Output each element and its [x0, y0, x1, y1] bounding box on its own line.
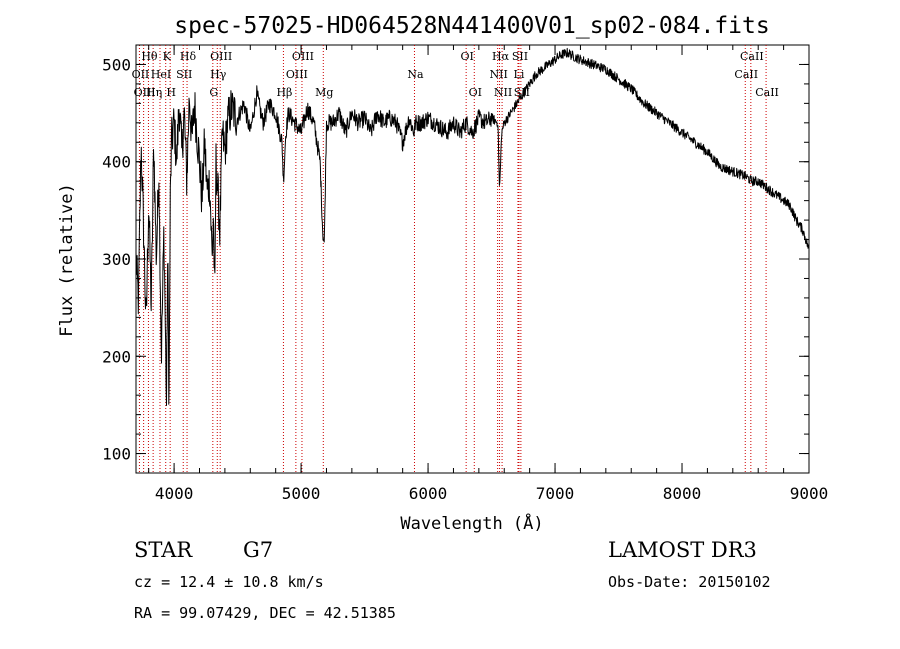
- y-tick-label: 200: [102, 347, 131, 366]
- redshift-text: cz = 12.4 ± 10.8 km/s: [134, 573, 324, 591]
- marker-label: NII: [489, 68, 507, 81]
- marker-label: NII: [494, 86, 512, 99]
- x-tick-label: 4000: [155, 484, 194, 503]
- marker-label: OIII: [210, 50, 232, 63]
- chart-title: spec-57025-HD064528N441400V01_sp02-084.f…: [174, 13, 769, 39]
- obs-date: Obs-Date: 20150102: [608, 573, 771, 591]
- x-tick-label: 7000: [536, 484, 575, 503]
- marker-label: SII: [512, 50, 528, 63]
- marker-label: Hγ: [210, 68, 227, 81]
- y-tick-label: 300: [102, 250, 131, 269]
- marker-label: H: [166, 86, 176, 99]
- marker-label: Na: [407, 68, 424, 81]
- marker-label: G: [209, 86, 218, 99]
- x-tick-label: 9000: [790, 484, 829, 503]
- y-tick-label: 100: [102, 445, 131, 464]
- marker-label: OII: [132, 68, 150, 81]
- marker-label: Hβ: [276, 86, 292, 99]
- marker-label: Li: [514, 68, 525, 81]
- spectrum-line: [135, 47, 809, 406]
- marker-label: SII: [176, 68, 192, 81]
- x-tick-label: 6000: [409, 484, 448, 503]
- axes: 4000 5000 6000 7000 8000 9000 100 200 300 400 500: [102, 44, 829, 503]
- marker-label: Mg: [315, 86, 333, 99]
- y-axis-label: Flux (relative): [57, 183, 77, 337]
- marker-label: Hα: [492, 50, 510, 63]
- object-subclass: G7: [243, 538, 274, 562]
- marker-label: OIII: [292, 50, 314, 63]
- marker-label: CaII: [734, 68, 758, 81]
- marker-label: Hθ: [141, 50, 158, 63]
- marker-label: Hη: [146, 86, 162, 99]
- marker-label: K: [163, 50, 172, 63]
- coordinates: RA = 99.07429, DEC = 42.51385: [134, 604, 396, 622]
- y-tick-label: 400: [102, 153, 131, 172]
- x-tick-label: 5000: [282, 484, 321, 503]
- marker-label: OIII: [134, 86, 156, 99]
- marker-label: CaII: [740, 50, 764, 63]
- x-tick-label: 8000: [663, 484, 702, 503]
- y-tick-label: 500: [102, 55, 131, 74]
- marker-label: OIII: [286, 68, 308, 81]
- marker-label: HeI: [151, 68, 171, 81]
- marker-label: OI: [469, 86, 482, 99]
- x-axis-label: Wavelength (Å): [400, 512, 543, 534]
- marker-label: Hδ: [180, 50, 197, 63]
- survey-name: LAMOST DR3: [608, 538, 757, 562]
- plot-frame: [135, 44, 810, 474]
- marker-label: CaII: [755, 86, 779, 99]
- object-class: STAR: [134, 538, 193, 562]
- marker-label: OI: [460, 50, 473, 63]
